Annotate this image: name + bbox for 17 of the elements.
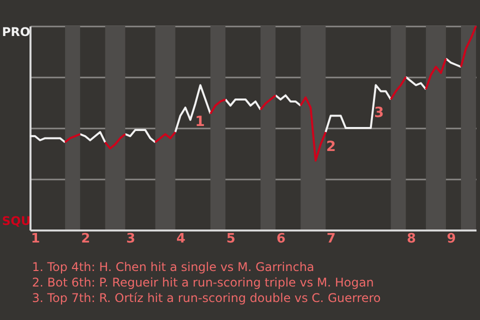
annotation: 1 [195, 114, 205, 130]
text: 1. Top 4th: H. Chen hit a single vs M. Garrincha [32, 260, 314, 274]
x-tick-label: 2 [81, 232, 90, 246]
annotation: 2 [326, 139, 336, 155]
x-tick-label: 6 [276, 232, 286, 246]
x-tick-label: 7 [326, 232, 336, 246]
x-tick-label: 1 [30, 232, 40, 246]
x-tick-label: 4 [176, 232, 186, 246]
annotation: 3 [374, 105, 384, 121]
text: 3. Top 7th: R. Ortíz hit a run-scoring double vs C. Guerrero [32, 291, 381, 305]
x-tick-label: 3 [126, 232, 136, 246]
x-tick-label: 5 [226, 232, 236, 246]
x-tick-label: 8 [406, 232, 416, 246]
text: PRO [2, 25, 30, 39]
text: 2. Bot 6th: P. Regueir hit a run-scoring triple vs M. Hogan [32, 276, 374, 290]
x-tick-label: 9 [446, 232, 456, 246]
annotation: SQU [2, 214, 31, 228]
